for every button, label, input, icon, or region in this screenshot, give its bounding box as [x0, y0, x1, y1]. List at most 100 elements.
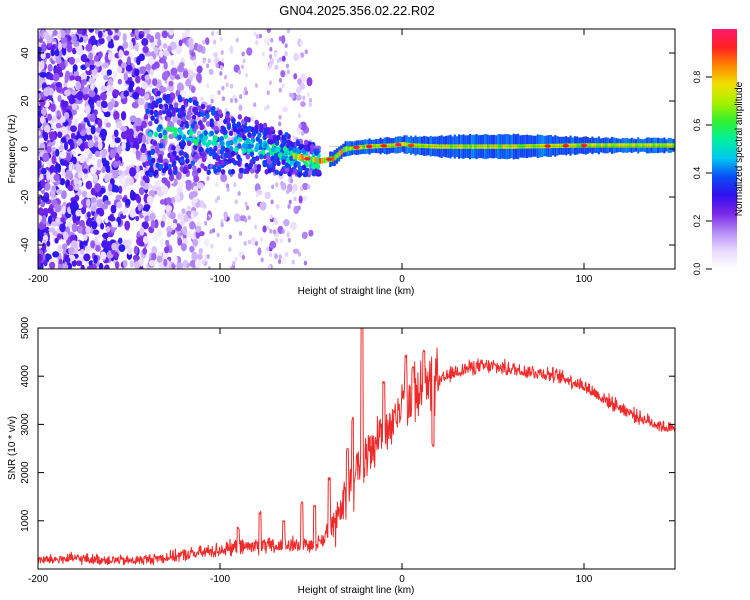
spectrogram-cell [55, 57, 62, 64]
spectrogram-cell [289, 92, 293, 98]
spectrogram-ridge [294, 153, 298, 160]
spectrogram-cell [175, 171, 182, 180]
spectrogram-cell [190, 85, 196, 94]
spectrogram-cell [292, 135, 296, 141]
spectrogram-cell [57, 244, 63, 253]
spectrogram-cell [39, 173, 44, 181]
spectrogram-cell [253, 31, 257, 37]
spectrogram-ridge [478, 144, 481, 149]
spectrogram-ridge [450, 144, 453, 149]
spectrogram-cell [309, 144, 315, 150]
spectrogram-cell [193, 138, 198, 145]
spectrogram-cell [217, 90, 221, 96]
spectrogram-ridge [609, 143, 612, 148]
spectrogram-cell [61, 205, 66, 215]
spectrogram-cell [81, 79, 88, 86]
spectrogram-cell [295, 140, 301, 147]
spectrogram-cell [300, 101, 306, 108]
spectrogram-cell [186, 140, 192, 147]
spectrogram-cell [57, 31, 62, 40]
spectrogram-cell [132, 147, 137, 155]
spectrogram-cell [51, 154, 57, 165]
spectrogram-cell [124, 142, 131, 152]
spectrogram-hotspot [380, 144, 387, 148]
spectrogram-cell [206, 254, 210, 259]
spectrogram-cell [297, 205, 301, 211]
spectrogram-ridge [493, 144, 496, 149]
spectrogram-cell [149, 109, 154, 116]
spectrogram-cell [220, 222, 224, 228]
spectrogram-ridge [618, 143, 621, 148]
spectrogram-cell [132, 91, 140, 100]
spectrogram-cell [214, 125, 219, 132]
spectrogram-cell [184, 29, 191, 36]
spectrogram-cell [50, 117, 56, 124]
spectrogram-cell [39, 60, 45, 70]
spectrogram-cell [176, 64, 185, 73]
spectrogram-cell [154, 219, 159, 229]
spectrogram-cell [187, 114, 192, 120]
spectrogram-ridge [434, 144, 437, 149]
spectrogram-cell [154, 111, 159, 118]
spectrogram-ridge [415, 143, 418, 148]
spectrogram-cell [249, 151, 255, 157]
spectrogram-cell [148, 259, 156, 267]
spectrogram-cell [141, 81, 148, 90]
spectrogram-ridge [469, 144, 472, 149]
spectrogram-cell [163, 165, 169, 171]
spectrogram-cell [281, 140, 286, 147]
spectrogram-cell [66, 43, 73, 53]
spectrogram-cell [83, 117, 89, 123]
spectrogram-cell [277, 259, 282, 264]
spectrogram-cell [250, 116, 254, 122]
spectrogram-cell [228, 247, 232, 252]
spectrogram-cell [263, 142, 268, 149]
spectrogram-cell [189, 245, 195, 253]
spectrogram-cell [213, 39, 217, 45]
spectrogram-cell [259, 153, 264, 160]
spectrogram-cell [136, 56, 141, 66]
spectrogram-cell [114, 137, 121, 144]
spectrogram-cell [114, 185, 120, 193]
spectrogram-cell [103, 111, 111, 118]
spectrogram-cell [139, 226, 145, 236]
spectrogram-cell [62, 263, 69, 269]
spectrogram-ridge [484, 144, 488, 149]
spectrogram-cell [227, 136, 231, 142]
spectrogram-cell [177, 134, 182, 141]
spectrogram-cell [98, 262, 104, 269]
spectrogram-cell [68, 163, 73, 172]
spectrogram-cell [60, 190, 67, 200]
spectrogram-cell [213, 51, 218, 58]
x-tick-label: 100 [576, 274, 593, 285]
spectrogram-cell [103, 264, 110, 269]
spectrogram-x-ticks: -200 -100 0 100 [28, 29, 593, 285]
spectrogram-cell [245, 153, 251, 160]
spectrogram-cell [60, 137, 66, 143]
spectrogram-cell [129, 41, 134, 51]
spectrogram-cell [205, 113, 210, 119]
spectrogram-cell [240, 64, 245, 70]
spectrogram-cell [284, 51, 288, 57]
spectrogram-cell [166, 197, 172, 205]
spectrogram-cell [142, 29, 151, 35]
spectrogram-cell [97, 141, 103, 151]
spectrogram-cell [293, 73, 298, 80]
spectrogram-cell [182, 225, 188, 236]
spectrogram-cell [144, 74, 150, 81]
spectrogram-cell [132, 254, 140, 262]
spectrogram-cell [215, 182, 219, 188]
spectrogram-cell [129, 189, 135, 200]
spectrogram-cell [77, 225, 83, 234]
spectrogram-cell [141, 221, 149, 230]
spectrogram-ridge [620, 143, 623, 148]
spectrogram-cell [95, 207, 102, 215]
spectrogram-cell [281, 155, 286, 161]
spectrogram-cell [262, 159, 267, 166]
spectrogram-cell [298, 166, 303, 172]
spectrogram-cell [49, 131, 56, 141]
spectrogram-cell [146, 33, 152, 40]
spectrogram-ridge [495, 144, 499, 149]
spectrogram-cell [158, 132, 163, 139]
spectrogram-cell [293, 168, 298, 175]
